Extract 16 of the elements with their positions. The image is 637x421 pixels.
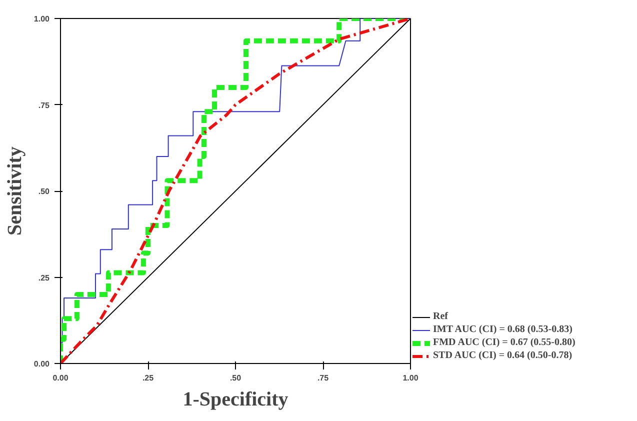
x-tick-label: 1.00 [402,374,419,382]
x-tick-label: .50 [230,374,242,382]
legend-label: STD AUC (CI) = 0.64 (0.50-0.78) [433,350,572,361]
y-tick-label: .25 [38,273,50,282]
x-tick-label: 0.00 [52,374,69,382]
x-tick-label: .75 [317,374,330,382]
y-tick-label: 1.00 [34,14,50,24]
x-tick-label: .25 [142,374,154,382]
y-tick-label: .75 [38,100,50,110]
x-axis-title: 1-Specificity [182,388,288,410]
legend-label: IMT AUC (CI) = 0.68 (0.53-0.83) [433,324,572,335]
legend-label: FMD AUC (CI) = 0.67 (0.55-0.80) [433,337,576,348]
y-tick-label: 0.00 [34,360,50,368]
legend-label: Ref [433,311,449,322]
y-tick-label: .50 [38,187,50,196]
y-axis-title: Sensitivity [4,146,26,236]
